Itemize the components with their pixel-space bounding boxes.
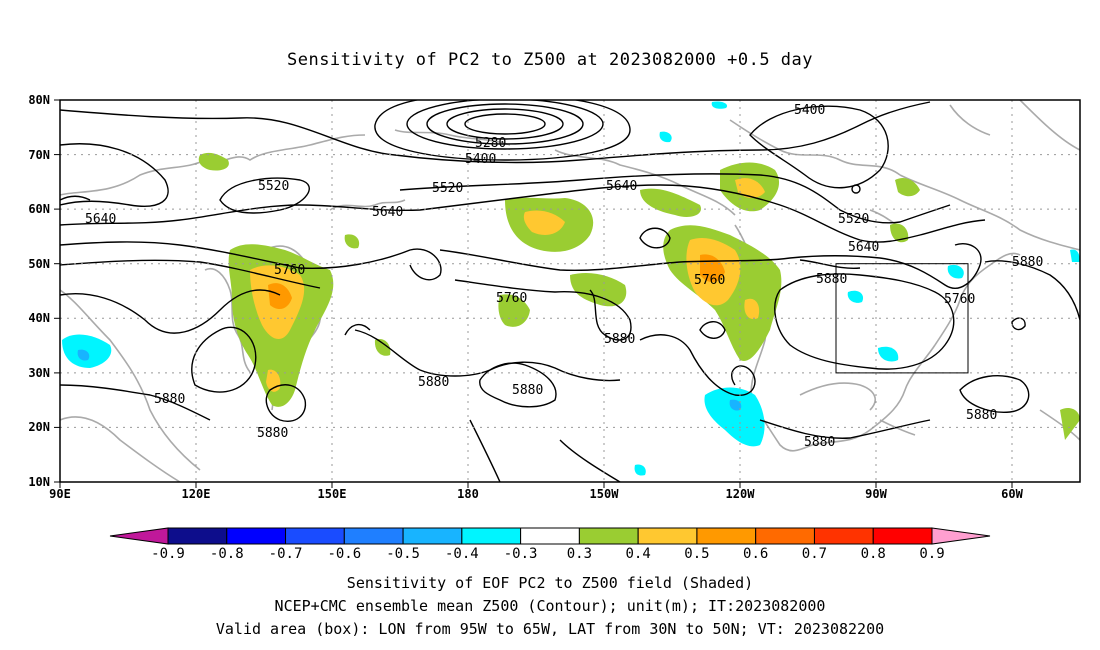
contour-labels: 5280 5400 5400 5520 5520 5520 5640 5640 … bbox=[85, 103, 1043, 441]
colorbar-label: -0.8 bbox=[210, 546, 244, 562]
colorbar-label: 0.4 bbox=[626, 546, 651, 562]
lon-label: 60W bbox=[1001, 487, 1023, 501]
contour-label: 5880 bbox=[154, 392, 185, 407]
colorbar-label: 0.8 bbox=[861, 546, 886, 562]
contour-label: 5400 bbox=[465, 152, 496, 167]
contour-label: 5280 bbox=[475, 136, 506, 151]
lat-label: 80N bbox=[28, 93, 50, 107]
colorbar-cell bbox=[578, 527, 639, 545]
colorbar-label: 0.5 bbox=[684, 546, 709, 562]
lon-label: 90W bbox=[865, 487, 887, 501]
contour-label: 5640 bbox=[372, 205, 403, 220]
colorbar-label: 0.7 bbox=[802, 546, 827, 562]
contour-label: 5880 bbox=[804, 435, 835, 450]
colorbar-cell bbox=[285, 527, 345, 545]
colorbar-cell bbox=[402, 527, 463, 545]
lon-label: 90E bbox=[49, 487, 71, 501]
colorbar-label: 0.3 bbox=[567, 546, 592, 562]
colorbar-label: -0.9 bbox=[151, 546, 185, 562]
contour-label: 5520 bbox=[258, 179, 289, 194]
graticule bbox=[60, 100, 1080, 482]
lat-label: 60N bbox=[28, 202, 50, 216]
lat-label: 10N bbox=[28, 475, 50, 489]
lat-label: 40N bbox=[28, 311, 50, 325]
colorbar-cell bbox=[520, 527, 580, 545]
lat-label: 30N bbox=[28, 366, 50, 380]
longitude-labels: 90E 120E 150E 180 150W 120W 90W 60W bbox=[49, 487, 1023, 501]
contour-label: 5880 bbox=[816, 272, 847, 287]
colorbar-label: -0.5 bbox=[386, 546, 420, 562]
colorbar-label: -0.6 bbox=[327, 546, 361, 562]
colorbar-high-triangle bbox=[931, 527, 991, 545]
colorbar-low-triangle bbox=[109, 527, 169, 545]
contour-label: 5760 bbox=[944, 292, 975, 307]
colorbar-cell bbox=[755, 527, 815, 545]
contour-label: 5400 bbox=[794, 103, 825, 118]
colorbar-cell bbox=[872, 527, 933, 545]
colorbar-label: 0.6 bbox=[743, 546, 768, 562]
lon-label: 120E bbox=[182, 487, 211, 501]
contour-label: 5880 bbox=[966, 408, 997, 423]
contour-label: 5880 bbox=[512, 383, 543, 398]
contour-label: 5520 bbox=[432, 181, 463, 196]
contour-label: 5880 bbox=[418, 375, 449, 390]
valid-area-box bbox=[835, 263, 969, 374]
footer-line-1: Sensitivity of EOF PC2 to Z500 field (Sh… bbox=[346, 574, 754, 592]
contour-label: 5880 bbox=[1012, 255, 1043, 270]
lon-label: 150E bbox=[318, 487, 347, 501]
contour-label: 5640 bbox=[606, 179, 637, 194]
colorbar-cell bbox=[696, 527, 757, 545]
contour-label: 5640 bbox=[848, 240, 879, 255]
lat-label: 20N bbox=[28, 420, 50, 434]
colorbar-cell bbox=[637, 527, 698, 545]
colorbar-cell bbox=[461, 527, 522, 545]
lon-label: 180 bbox=[457, 487, 479, 501]
colorbar-cell bbox=[343, 527, 404, 545]
lat-label: 70N bbox=[28, 148, 50, 162]
contour-label: 5760 bbox=[274, 263, 305, 278]
lon-label: 120W bbox=[726, 487, 756, 501]
colorbar-label: -0.3 bbox=[504, 546, 538, 562]
contour-label: 5520 bbox=[838, 212, 869, 227]
contour-label: 5880 bbox=[604, 332, 635, 347]
latitude-labels: 80N 70N 60N 50N 40N 30N 20N 10N bbox=[28, 93, 50, 489]
colorbar-cell bbox=[226, 527, 287, 545]
footer-line-2: NCEP+CMC ensemble mean Z500 (Contour); u… bbox=[274, 597, 826, 615]
axis-ticks bbox=[54, 99, 1013, 488]
footer-line-3: Valid area (box): LON from 95W to 65W, L… bbox=[215, 620, 885, 638]
figure-title: Sensitivity of PC2 to Z500 at 2023082000… bbox=[286, 50, 813, 70]
lon-label: 150W bbox=[590, 487, 620, 501]
map-frame bbox=[59, 99, 1081, 483]
colorbar: -0.9 -0.8 -0.7 -0.6 -0.5 -0.4 -0.3 0.3 0.4 0.5 0.6… bbox=[109, 527, 991, 562]
contour-label: 5880 bbox=[257, 426, 288, 441]
contour-label: 5760 bbox=[694, 273, 725, 288]
colorbar-label: -0.7 bbox=[269, 546, 303, 562]
z500-contours bbox=[60, 100, 1080, 482]
lat-label: 50N bbox=[28, 257, 50, 271]
colorbar-label: 0.9 bbox=[919, 546, 944, 562]
contour-label: 5640 bbox=[85, 212, 116, 227]
colorbar-label: -0.4 bbox=[445, 546, 479, 562]
colorbar-cell bbox=[167, 527, 228, 545]
contour-label: 5760 bbox=[496, 291, 527, 306]
colorbar-cell bbox=[813, 527, 874, 545]
